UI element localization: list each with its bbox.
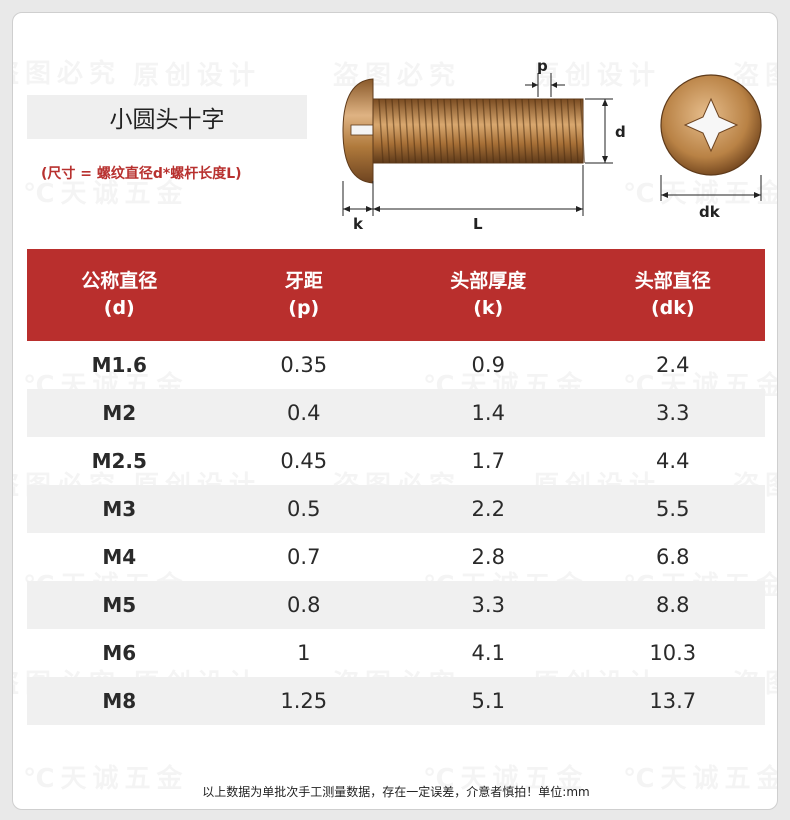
table-body: M1.6 0.35 0.9 2.4 M2 0.4 1.4 3.3 M2.5 0.45 1.7 4.4 M…: [27, 341, 765, 725]
table-cell: M6: [102, 641, 137, 665]
table-cell: M8: [102, 689, 137, 713]
table-cell: 0.45: [280, 449, 328, 473]
column-header-symbol: (d): [103, 297, 135, 319]
column-header-label: 头部直径: [634, 270, 711, 292]
table-cell: 2.4: [656, 353, 690, 377]
table-cell: 0.4: [287, 401, 321, 425]
screw-diagram: p d k L dk: [342, 57, 762, 231]
table-header: 公称直径 (d) 牙距 (p) 头部厚度 (k) 头部直径 (dk): [27, 249, 765, 341]
column-header: 头部直径 (dk): [581, 249, 766, 341]
dim-label-L: L: [473, 215, 483, 231]
column-header-label: 公称直径: [81, 270, 158, 292]
table-cell: 0.35: [280, 353, 328, 377]
table-cell: M2: [102, 401, 137, 425]
table-cell: 6.8: [656, 545, 690, 569]
column-header-symbol: (dk): [650, 297, 695, 319]
watermark-text: 盗图必究: [13, 53, 121, 90]
table-cell: 2.8: [471, 545, 505, 569]
table-cell: 0.8: [287, 593, 321, 617]
size-note: (尺寸 = 螺纹直径d*螺杆长度L): [41, 166, 242, 182]
screw-head-top: [660, 74, 762, 176]
table-row: M3 0.5 2.2 5.5: [27, 485, 765, 533]
column-header-symbol: (k): [473, 297, 504, 319]
table-cell: 5.5: [656, 497, 690, 521]
dim-label-p: p: [537, 57, 548, 75]
table-row: M1.6 0.35 0.9 2.4: [27, 341, 765, 389]
spec-card: 盗图必究 原创设计 盗图必究 原创设计 盗图必究 ℃天诚五金 ℃天诚五金 ℃天诚…: [12, 12, 778, 810]
dim-label-k: k: [353, 215, 364, 231]
footnote: 以上数据为单批次手工测量数据，存在一定误差，介意者慎拍！单位:mm: [202, 785, 590, 799]
table-cell: 3.3: [656, 401, 690, 425]
table-cell: 0.7: [287, 545, 321, 569]
table-cell: 0.5: [287, 497, 321, 521]
table-cell: 0.9: [471, 353, 505, 377]
watermark-text: 原创设计: [133, 55, 261, 92]
table-cell: 1.7: [471, 449, 505, 473]
column-header: 公称直径 (d): [27, 249, 212, 341]
product-title: 小圆头十字: [27, 95, 307, 139]
column-header-label: 牙距: [284, 270, 323, 292]
screw-shaft: [372, 98, 586, 164]
column-header: 头部厚度 (k): [396, 249, 581, 341]
table-row: M2.5 0.45 1.7 4.4: [27, 437, 765, 485]
column-header-symbol: (p): [288, 297, 320, 319]
table-cell: 10.3: [649, 641, 697, 665]
column-header: 牙距 (p): [212, 249, 397, 341]
spec-table: 公称直径 (d) 牙距 (p) 头部厚度 (k) 头部直径 (dk) M1.6 0.35 0.9 2…: [27, 249, 765, 725]
table-cell: 13.7: [649, 689, 697, 713]
table-cell: M5: [102, 593, 137, 617]
table-cell: M4: [102, 545, 137, 569]
dim-label-dk: dk: [699, 203, 721, 221]
column-header-label: 头部厚度: [450, 270, 527, 292]
table-cell: 8.8: [656, 593, 690, 617]
table-cell: M1.6: [91, 353, 147, 377]
dim-label-d: d: [615, 123, 626, 141]
table-cell: 3.3: [471, 593, 505, 617]
table-row: M5 0.8 3.3 8.8: [27, 581, 765, 629]
table-cell: 2.2: [471, 497, 505, 521]
table-cell: 1: [297, 641, 311, 665]
table-cell: 4.1: [471, 641, 505, 665]
table-row: M6 1 4.1 10.3: [27, 629, 765, 677]
table-cell: 4.4: [656, 449, 690, 473]
table-cell: 1.25: [280, 689, 328, 713]
table-cell: M3: [102, 497, 137, 521]
table-cell: 1.4: [471, 401, 505, 425]
table-row: M2 0.4 1.4 3.3: [27, 389, 765, 437]
table-cell: M2.5: [91, 449, 147, 473]
table-row: M4 0.7 2.8 6.8: [27, 533, 765, 581]
screw-head-side: [342, 78, 374, 184]
table-row: M8 1.25 5.1 13.7: [27, 677, 765, 725]
table-cell: 5.1: [471, 689, 505, 713]
